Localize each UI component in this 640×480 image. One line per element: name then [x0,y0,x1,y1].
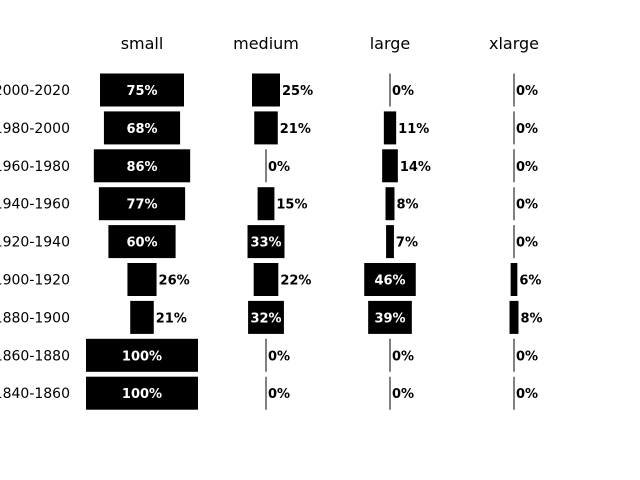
data-label-large-1900-1920: 46% [374,274,405,289]
row-label-1880-1900: 1880-1900 [0,310,70,326]
data-label-large-1920-1940: 7% [396,236,418,251]
data-label-small-1940-1960: 77% [126,198,157,213]
bar-medium-1980-2000 [254,111,278,145]
bar-large-1900-1920 [364,263,416,296]
data-label-medium-1840-1860: 0% [268,387,290,402]
row-label-2000-2020: 2000-2020 [0,83,70,99]
column-header-large: large [370,34,411,53]
data-label-xlarge-1880-1900: 8% [520,311,542,326]
data-label-small-2000-2020: 75% [126,84,157,99]
row-label-1960-1980: 1960-1980 [0,159,70,175]
bar-small-1900-1920 [127,263,157,296]
data-label-medium-1920-1940: 33% [250,236,281,251]
bar-large-1940-1960 [385,187,395,221]
data-label-large-1940-1960: 8% [396,198,418,213]
data-label-medium-1880-1900: 32% [250,311,281,326]
data-label-xlarge-1980-2000: 0% [516,122,538,137]
data-label-large-1980-2000: 11% [398,122,429,137]
bar-large-1980-2000 [383,111,397,145]
column-header-medium: medium [233,34,299,53]
data-label-large-1840-1860: 0% [392,387,414,402]
data-label-medium-1980-2000: 21% [280,122,311,137]
bar-small-1960-1980 [93,149,191,183]
data-label-medium-2000-2020: 25% [282,84,313,99]
data-label-xlarge-1940-1960: 0% [516,198,538,213]
row-label-1840-1860: 1840-1860 [0,386,70,402]
column-headers: small medium large xlarge [121,34,539,53]
data-label-large-2000-2020: 0% [392,84,414,99]
data-label-large-1960-1980: 14% [400,160,431,175]
data-label-small-1840-1860: 100% [122,387,162,402]
data-label-small-1980-2000: 68% [126,122,157,137]
data-label-xlarge-2000-2020: 0% [516,84,538,99]
data-label-medium-1900-1920: 22% [280,274,311,289]
row-label-1920-1940: 1920-1940 [0,235,70,251]
data-label-small-1920-1940: 60% [126,236,157,251]
data-label-medium-1860-1880: 0% [268,349,290,364]
data-label-xlarge-1860-1880: 0% [516,349,538,364]
data-label-small-1960-1980: 86% [126,160,157,175]
bar-medium-2000-2020 [252,73,280,107]
bar-medium-1940-1960 [257,187,275,221]
data-label-large-1880-1900: 39% [374,311,405,326]
bar-small-1840-1860 [86,376,198,410]
bar-large-1960-1980 [382,149,398,183]
data-label-xlarge-1900-1920: 6% [519,274,541,289]
row-labels: 2000-2020 1980-2000 1960-1980 1940-1960 1920… [0,83,70,402]
column-header-small: small [121,34,164,53]
data-label-small-1860-1880: 100% [122,349,162,364]
data-label-large-1860-1880: 0% [392,349,414,364]
bar-small-1980-2000 [103,111,181,145]
data-label-medium-1960-1980: 0% [268,160,290,175]
column-header-xlarge: xlarge [489,34,539,53]
bar-xlarge-1900-1920 [510,263,518,296]
row-label-1860-1880: 1860-1880 [0,348,70,364]
bar-small-2000-2020 [100,73,184,107]
row-label-1900-1920: 1900-1920 [0,273,70,289]
bar-marks: 75% 68% 86% 77% 60% 26% 21% 100% 100% 25% 21% 0% 15%… [86,73,543,410]
data-label-medium-1940-1960: 15% [276,198,307,213]
bar-large-1920-1940 [386,225,394,259]
data-label-xlarge-1960-1980: 0% [516,160,538,175]
row-label-1980-2000: 1980-2000 [0,121,70,137]
bar-small-1860-1880 [86,338,198,372]
bar-small-1940-1960 [98,187,186,221]
bar-xlarge-1880-1900 [509,300,519,334]
bar-small-1880-1900 [130,300,154,334]
bar-small-1920-1940 [108,225,176,259]
row-label-1940-1960: 1940-1960 [0,197,70,213]
bar-large-1880-1900 [368,300,412,334]
data-label-small-1880-1900: 21% [156,311,187,326]
bar-medium-1900-1920 [253,263,279,296]
bar-medium-1880-1900 [248,300,284,334]
bar-medium-1920-1940 [247,225,285,259]
data-label-small-1900-1920: 26% [159,274,190,289]
data-label-xlarge-1840-1860: 0% [516,387,538,402]
data-label-xlarge-1920-1940: 0% [516,236,538,251]
